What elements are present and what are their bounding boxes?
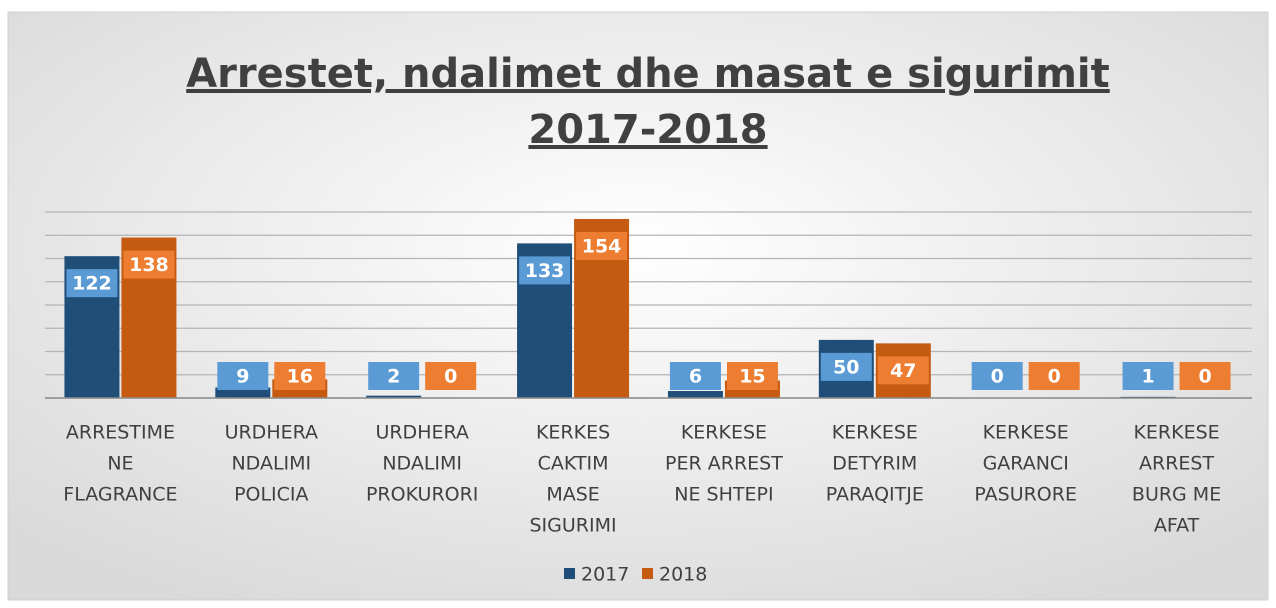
- data-label-box: [1179, 362, 1231, 390]
- x-tick-label: AFAT: [1154, 515, 1200, 537]
- data-label-box: [66, 269, 118, 298]
- x-tick-label: KERKES: [536, 422, 610, 444]
- data-label-box: [971, 362, 1023, 390]
- data-label: 50: [833, 356, 859, 378]
- x-tick-label: GARANCI: [983, 453, 1069, 475]
- x-tick-label: KERKESE: [681, 422, 767, 444]
- data-label-box: [669, 362, 721, 390]
- x-tick-label: PASURORE: [974, 484, 1077, 506]
- bar: [366, 395, 422, 398]
- data-label: 16: [287, 366, 313, 388]
- x-tick-label: ARREST: [1139, 453, 1214, 475]
- x-tick-label: KERKESE: [983, 422, 1069, 444]
- data-label: 6: [689, 366, 702, 388]
- x-tick-label: KERKESE: [1133, 422, 1219, 444]
- data-label: 47: [890, 360, 916, 382]
- data-label: 154: [582, 235, 622, 257]
- data-label-box: [123, 250, 175, 279]
- chart-title: Arrestet, ndalimet dhe masat e sigurimit: [186, 51, 1110, 97]
- legend-label: 2018: [659, 564, 707, 586]
- legend-swatch: [564, 568, 575, 579]
- x-tick-label: URDHERA: [375, 422, 468, 444]
- data-label: 133: [525, 260, 565, 282]
- data-label: 0: [444, 366, 457, 388]
- x-tick-label: URDHERA: [225, 422, 318, 444]
- x-tick-label: DETYRIM: [832, 453, 917, 475]
- x-tick-label: PARAQITJE: [826, 484, 924, 506]
- x-tick-label: CAKTIM: [538, 453, 609, 475]
- data-label-box: [519, 256, 571, 285]
- bar: [215, 387, 271, 398]
- x-tick-label: POLICIA: [234, 484, 308, 506]
- data-label: 138: [129, 254, 169, 276]
- data-label: 15: [739, 366, 765, 388]
- data-label: 0: [991, 366, 1004, 388]
- x-tick-label: NDALIMI: [382, 453, 462, 475]
- data-label-box: [1122, 362, 1174, 390]
- x-tick-label: NE SHTEPI: [674, 484, 773, 506]
- x-tick-label: BURG ME: [1132, 484, 1221, 506]
- data-label-box: [368, 362, 420, 390]
- x-tick-label: ARRESTIME: [66, 422, 175, 444]
- bar: [667, 391, 723, 398]
- data-label: 2: [387, 366, 400, 388]
- data-label: 1: [1141, 366, 1154, 388]
- chart-background: [7, 11, 1269, 601]
- x-tick-label: NDALIMI: [231, 453, 311, 475]
- data-label-box: [877, 356, 929, 385]
- legend-swatch: [642, 568, 653, 579]
- data-label-box: [1028, 362, 1080, 390]
- data-label: 0: [1048, 366, 1061, 388]
- data-label: 9: [236, 366, 249, 388]
- data-label: 0: [1198, 366, 1211, 388]
- data-label-box: [425, 362, 477, 390]
- x-tick-label: MASE: [546, 484, 599, 506]
- x-tick-label: FLAGRANCE: [63, 484, 177, 506]
- x-tick-label: PROKURORI: [366, 484, 478, 506]
- x-tick-label: KERKESE: [832, 422, 918, 444]
- data-label-box: [274, 362, 326, 390]
- data-label: 122: [72, 273, 112, 295]
- x-tick-label: PER ARREST: [665, 453, 783, 475]
- data-label-box: [726, 362, 778, 390]
- data-label-box: [217, 362, 269, 390]
- x-tick-label: SIGURIMI: [530, 515, 617, 537]
- legend-label: 2017: [581, 564, 629, 586]
- x-tick-label: NE: [107, 453, 133, 475]
- chart-title: 2017-2018: [528, 107, 767, 153]
- data-label-box: [820, 352, 872, 381]
- data-label-box: [576, 231, 628, 260]
